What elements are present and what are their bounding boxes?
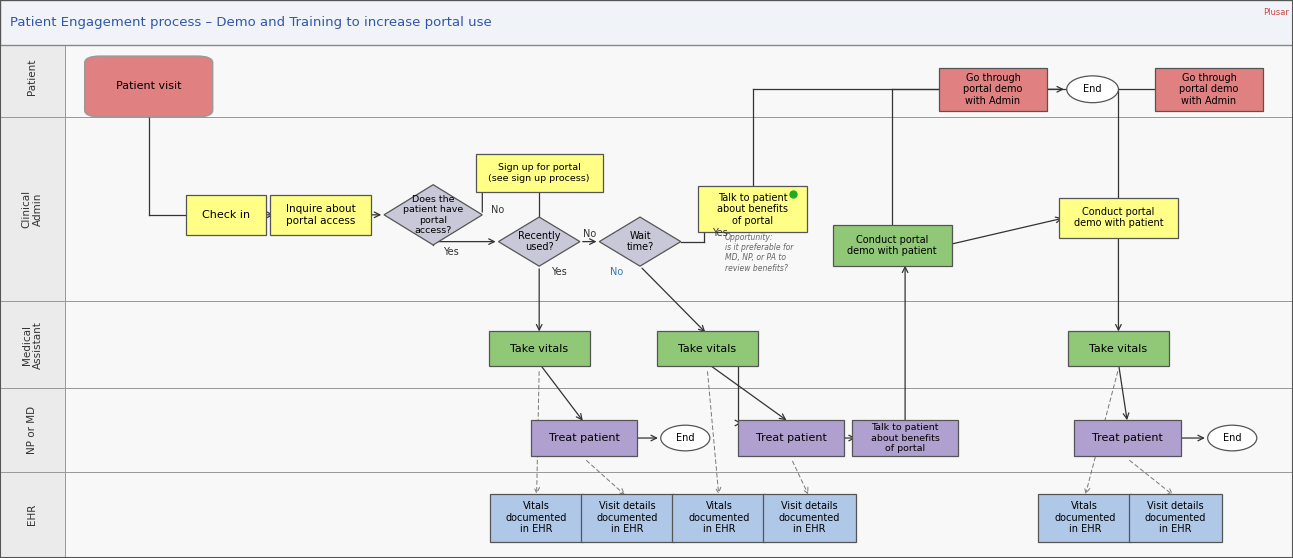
Text: NP or MD: NP or MD [27, 406, 37, 454]
FancyBboxPatch shape [1068, 331, 1169, 366]
Text: Yes: Yes [551, 267, 566, 277]
FancyBboxPatch shape [738, 420, 844, 456]
Text: Inquire about
portal access: Inquire about portal access [286, 204, 356, 225]
Text: EHR: EHR [27, 504, 37, 526]
FancyBboxPatch shape [531, 420, 637, 456]
FancyBboxPatch shape [852, 420, 958, 456]
Text: Vitals
documented
in EHR: Vitals documented in EHR [506, 501, 568, 535]
FancyBboxPatch shape [1155, 68, 1263, 111]
FancyBboxPatch shape [476, 154, 603, 192]
Text: Talk to patient
about benefits
of portal: Talk to patient about benefits of portal [718, 193, 787, 226]
Text: Visit details
documented
in EHR: Visit details documented in EHR [1144, 501, 1206, 535]
Text: Take vitals: Take vitals [679, 344, 736, 354]
Text: No: No [491, 205, 504, 215]
FancyBboxPatch shape [0, 388, 65, 472]
FancyBboxPatch shape [0, 0, 1293, 45]
Text: Recently
used?: Recently used? [518, 231, 560, 252]
FancyBboxPatch shape [1038, 494, 1131, 541]
FancyBboxPatch shape [698, 186, 807, 232]
FancyBboxPatch shape [270, 195, 371, 235]
Text: End: End [1084, 84, 1102, 94]
Polygon shape [384, 185, 482, 245]
Text: Plusar: Plusar [1263, 8, 1289, 17]
Text: Go through
portal demo
with Admin: Go through portal demo with Admin [963, 73, 1023, 106]
Ellipse shape [661, 425, 710, 451]
Text: Patient: Patient [27, 59, 37, 95]
Text: Take vitals: Take vitals [1090, 344, 1147, 354]
FancyBboxPatch shape [85, 56, 213, 117]
FancyBboxPatch shape [65, 301, 1293, 388]
Text: Conduct portal
demo with patient: Conduct portal demo with patient [1073, 207, 1164, 228]
Text: Medical
Assistant: Medical Assistant [22, 321, 43, 368]
FancyBboxPatch shape [0, 301, 65, 388]
Text: No: No [610, 267, 623, 277]
FancyBboxPatch shape [939, 68, 1047, 111]
Text: End: End [676, 433, 694, 443]
Text: Yes: Yes [443, 247, 459, 257]
Text: Wait
time?: Wait time? [626, 231, 654, 252]
Polygon shape [499, 217, 579, 266]
FancyBboxPatch shape [186, 195, 266, 235]
Text: Check in: Check in [202, 210, 251, 220]
Text: Treat patient: Treat patient [756, 433, 826, 443]
Text: End: End [1223, 433, 1241, 443]
FancyBboxPatch shape [65, 36, 1293, 117]
Text: Treat patient: Treat patient [550, 433, 619, 443]
Text: Conduct portal
demo with patient: Conduct portal demo with patient [847, 235, 937, 256]
Text: Sign up for portal
(see sign up process): Sign up for portal (see sign up process) [489, 163, 590, 182]
FancyBboxPatch shape [763, 494, 856, 541]
FancyBboxPatch shape [657, 331, 758, 366]
Ellipse shape [1208, 425, 1257, 451]
FancyBboxPatch shape [581, 494, 674, 541]
Text: Visit details
documented
in EHR: Visit details documented in EHR [778, 501, 840, 535]
Text: Vitals
documented
in EHR: Vitals documented in EHR [1054, 501, 1116, 535]
FancyBboxPatch shape [833, 225, 952, 266]
Text: Vitals
documented
in EHR: Vitals documented in EHR [688, 501, 750, 535]
FancyBboxPatch shape [0, 36, 65, 117]
FancyBboxPatch shape [1059, 198, 1178, 238]
Text: Clinical
Admin: Clinical Admin [22, 190, 43, 228]
Text: Go through
portal demo
with Admin: Go through portal demo with Admin [1179, 73, 1239, 106]
Text: Patient visit: Patient visit [116, 81, 181, 92]
FancyBboxPatch shape [65, 117, 1293, 301]
FancyBboxPatch shape [65, 472, 1293, 558]
FancyBboxPatch shape [65, 388, 1293, 472]
Text: Talk to patient
about benefits
of portal: Talk to patient about benefits of portal [870, 423, 940, 453]
Text: Visit details
documented
in EHR: Visit details documented in EHR [596, 501, 658, 535]
Text: Take vitals: Take vitals [511, 344, 568, 354]
FancyBboxPatch shape [672, 494, 765, 541]
Text: Yes: Yes [711, 228, 728, 238]
FancyBboxPatch shape [0, 472, 65, 558]
Polygon shape [600, 217, 681, 266]
FancyBboxPatch shape [490, 494, 583, 541]
Text: Does the
patient have
portal
access?: Does the patient have portal access? [403, 195, 463, 235]
Text: Opportunity:
is it preferable for
MD, NP, or PA to
review benefits?: Opportunity: is it preferable for MD, NP… [725, 233, 793, 273]
FancyBboxPatch shape [1074, 420, 1181, 456]
Text: Treat patient: Treat patient [1093, 433, 1162, 443]
Ellipse shape [1067, 76, 1118, 103]
FancyBboxPatch shape [489, 331, 590, 366]
FancyBboxPatch shape [1129, 494, 1222, 541]
Text: No: No [583, 229, 596, 239]
Text: Patient Engagement process – Demo and Training to increase portal use: Patient Engagement process – Demo and Tr… [10, 16, 493, 29]
FancyBboxPatch shape [0, 117, 65, 301]
